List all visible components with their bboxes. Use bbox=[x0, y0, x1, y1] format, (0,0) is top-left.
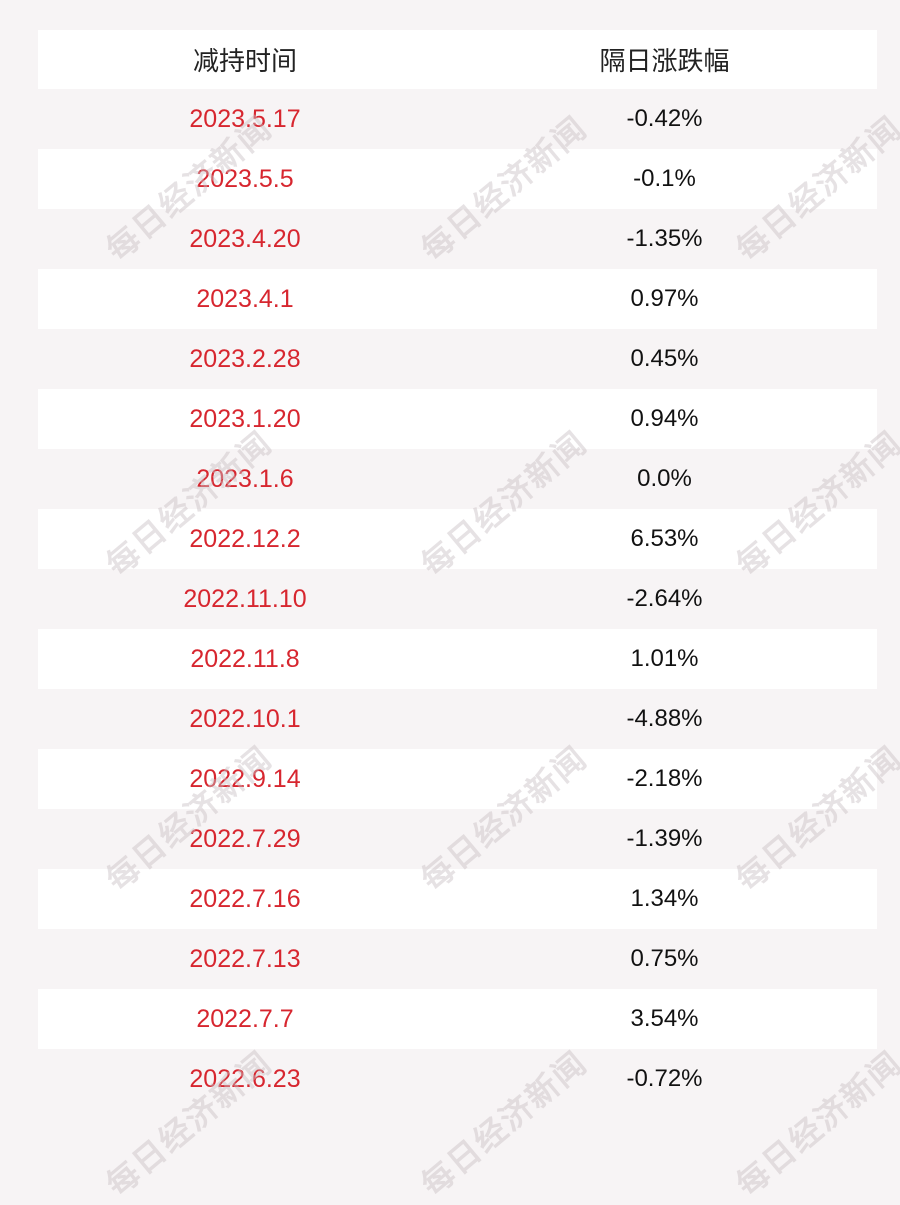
row-date: 2023.5.17 bbox=[189, 104, 301, 133]
table-row: 2022.11.8 1.01% bbox=[38, 629, 877, 689]
row-date: 2022.7.7 bbox=[196, 1004, 294, 1033]
table-row: 2022.7.29 -1.39% bbox=[38, 809, 877, 869]
table-row: 2023.1.20 0.94% bbox=[38, 389, 877, 449]
row-change: -0.72% bbox=[626, 1065, 703, 1092]
table-row: 2023.5.5 -0.1% bbox=[38, 149, 877, 209]
table-row: 2023.5.17 -0.42% bbox=[38, 89, 877, 149]
row-change: 3.54% bbox=[630, 1005, 699, 1032]
table-row: 2023.4.1 0.97% bbox=[38, 269, 877, 329]
table-row: 2022.7.13 0.75% bbox=[38, 929, 877, 989]
table-row: 2022.6.23 -0.72% bbox=[38, 1049, 877, 1109]
table-row: 2023.4.20 -1.35% bbox=[38, 209, 877, 269]
table-header: 减持时间 隔日涨跌幅 bbox=[38, 30, 877, 89]
header-change: 隔日涨跌幅 bbox=[599, 46, 730, 76]
header-date: 减持时间 bbox=[192, 46, 297, 76]
row-change: 1.01% bbox=[630, 645, 699, 672]
table-row: 2022.9.14 -2.18% bbox=[38, 749, 877, 809]
row-change: -4.88% bbox=[626, 705, 703, 732]
row-date: 2022.7.29 bbox=[189, 824, 301, 853]
table-row: 2022.7.7 3.54% bbox=[38, 989, 877, 1049]
row-change: -1.35% bbox=[626, 225, 703, 252]
row-change: -0.1% bbox=[633, 165, 696, 192]
row-date: 2022.6.23 bbox=[189, 1064, 301, 1093]
row-change: 0.0% bbox=[637, 465, 692, 492]
row-date: 2022.7.16 bbox=[189, 884, 301, 913]
row-date: 2023.4.20 bbox=[189, 224, 301, 253]
row-date: 2022.11.10 bbox=[183, 584, 307, 613]
row-change: 6.53% bbox=[630, 525, 699, 552]
table-row: 2022.7.16 1.34% bbox=[38, 869, 877, 929]
row-date: 2023.1.6 bbox=[196, 464, 294, 493]
row-change: 1.34% bbox=[630, 885, 699, 912]
row-date: 2023.2.28 bbox=[189, 344, 301, 373]
row-date: 2022.9.14 bbox=[189, 764, 301, 793]
row-date: 2023.5.5 bbox=[196, 164, 294, 193]
table-row: 2022.12.2 6.53% bbox=[38, 509, 877, 569]
table-row: 2022.10.1 -4.88% bbox=[38, 689, 877, 749]
row-change: 0.45% bbox=[630, 345, 699, 372]
row-date: 2022.10.1 bbox=[189, 704, 301, 733]
row-date: 2022.12.2 bbox=[189, 524, 301, 553]
reduction-table: 减持时间 隔日涨跌幅 2023.5.17 -0.42% 2023.5.5 -0.1% 2… bbox=[38, 30, 877, 1109]
table-row: 2023.2.28 0.45% bbox=[38, 329, 877, 389]
row-change: 0.75% bbox=[630, 945, 699, 972]
row-change: 0.94% bbox=[630, 405, 699, 432]
row-change: 0.97% bbox=[630, 285, 699, 312]
row-change: -1.39% bbox=[626, 825, 703, 852]
table-row: 2022.11.10 -2.64% bbox=[38, 569, 877, 629]
row-change: -2.64% bbox=[626, 585, 703, 612]
row-change: -2.18% bbox=[626, 765, 703, 792]
row-change: -0.42% bbox=[626, 105, 703, 132]
table-row: 2023.1.6 0.0% bbox=[38, 449, 877, 509]
row-date: 2022.11.8 bbox=[190, 644, 300, 673]
row-date: 2023.1.20 bbox=[189, 404, 301, 433]
row-date: 2022.7.13 bbox=[189, 944, 301, 973]
row-date: 2023.4.1 bbox=[196, 284, 294, 313]
